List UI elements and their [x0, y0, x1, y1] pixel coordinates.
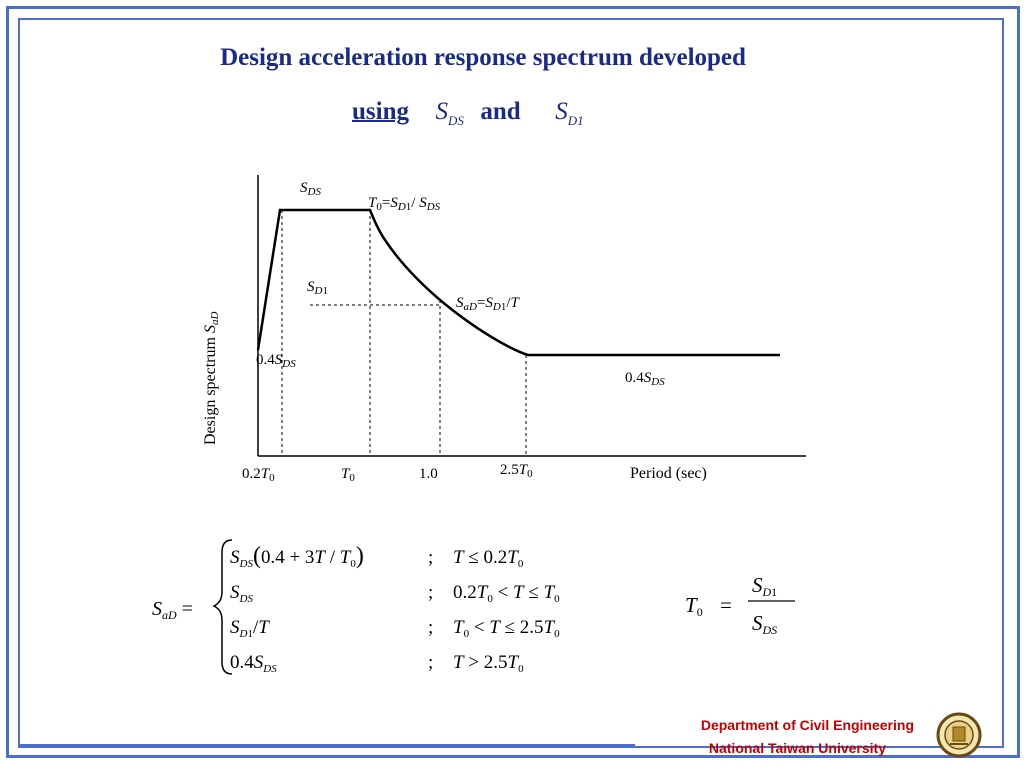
outer-frame: [6, 6, 1020, 758]
inner-frame: [18, 18, 1004, 748]
x-tick-1: 1.0: [419, 466, 438, 482]
label-sd1: SD1: [307, 279, 328, 297]
svg-text:T0 < T ≤ 2.5T0: T0 < T ≤ 2.5T0: [453, 617, 560, 640]
svg-text:;: ;: [428, 652, 433, 673]
svg-text:;: ;: [428, 617, 433, 638]
y-axis-label: Design spectrum SaD: [202, 312, 221, 445]
spectrum-curve: [256, 208, 780, 357]
label-sad: SaD=SD1/T: [456, 295, 521, 313]
svg-text:0.2T0 < T ≤ T0: 0.2T0 < T ≤ T0: [453, 582, 560, 605]
university-seal-icon: [936, 712, 982, 758]
svg-text:SDS(0.4 + 3T / T0): SDS(0.4 + 3T / T0): [230, 543, 364, 570]
slide-title-line2: using SDS and SD1: [352, 98, 584, 129]
label-t0-def: T0=SD1/ SDS: [368, 195, 441, 213]
slide-title: Design acceleration response spectrum de…: [220, 44, 746, 71]
svg-text:SD1: SD1: [752, 573, 777, 599]
svg-text:SDS: SDS: [752, 611, 777, 637]
svg-text:SD1/T: SD1/T: [230, 617, 270, 640]
label-left-04sds: 0.4SDS: [256, 352, 296, 370]
label-sds: SDS: [300, 180, 321, 198]
svg-text:SDS: SDS: [230, 582, 253, 605]
svg-text:;: ;: [428, 582, 433, 603]
svg-text:0.4SDS: 0.4SDS: [230, 652, 277, 675]
bottom-rule: [20, 744, 635, 747]
svg-text:T0: T0: [685, 593, 703, 619]
x-tick-02t0: 0.2T0: [242, 466, 275, 484]
svg-text:SaD =: SaD =: [152, 598, 193, 622]
department-name: Department of Civil Engineering: [700, 717, 914, 733]
title-s-ds: SDS: [435, 98, 464, 128]
x-tick-25t0: 2.5T0: [500, 462, 533, 480]
svg-text:T ≤ 0.2T0: T ≤ 0.2T0: [453, 547, 524, 570]
svg-text:;: ;: [428, 547, 433, 568]
svg-text:T > 2.5T0: T > 2.5T0: [453, 652, 524, 675]
title-using: using: [352, 98, 409, 125]
t0-formula: T0 = SD1 SDS: [685, 573, 795, 637]
title-and: and: [480, 98, 521, 125]
svg-text:=: =: [720, 593, 732, 617]
piecewise-formula: SaD = SDS(0.4 + 3T / T0) ; T ≤ 0.2T0 SDS…: [152, 539, 560, 675]
x-axis-label: Period (sec): [630, 465, 707, 482]
university-name: National Taiwan University: [708, 740, 886, 756]
title-s-d1: SD1: [555, 98, 584, 128]
label-right-04sds: 0.4SDS: [625, 370, 665, 388]
x-tick-t0: T0: [341, 466, 355, 484]
